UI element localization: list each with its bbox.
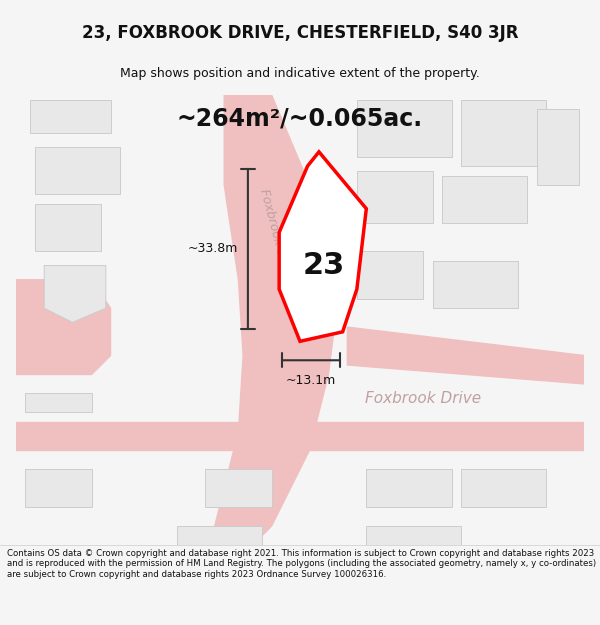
Polygon shape	[357, 100, 452, 157]
Polygon shape	[433, 261, 518, 308]
Polygon shape	[44, 266, 106, 322]
Polygon shape	[205, 469, 272, 507]
Polygon shape	[367, 469, 452, 507]
Text: 23: 23	[302, 251, 345, 280]
Polygon shape	[461, 100, 547, 166]
Polygon shape	[215, 95, 338, 545]
Polygon shape	[35, 147, 120, 194]
Text: Map shows position and indicative extent of the property.: Map shows position and indicative extent…	[120, 66, 480, 79]
Text: Foxbrook Drive: Foxbrook Drive	[365, 391, 481, 406]
Polygon shape	[442, 176, 527, 223]
Polygon shape	[35, 204, 101, 251]
Polygon shape	[347, 327, 584, 384]
Polygon shape	[357, 251, 423, 299]
Polygon shape	[357, 171, 433, 223]
Polygon shape	[367, 526, 461, 545]
Polygon shape	[537, 109, 580, 185]
Polygon shape	[177, 526, 262, 545]
Text: ~33.8m: ~33.8m	[188, 242, 238, 256]
Text: Foxbrook Dri: Foxbrook Dri	[257, 188, 290, 268]
Polygon shape	[461, 469, 547, 507]
Polygon shape	[279, 152, 367, 341]
Text: ~13.1m: ~13.1m	[286, 374, 336, 388]
Polygon shape	[25, 393, 92, 412]
Text: Contains OS data © Crown copyright and database right 2021. This information is : Contains OS data © Crown copyright and d…	[7, 549, 596, 579]
Polygon shape	[16, 280, 110, 374]
Polygon shape	[30, 100, 110, 133]
Polygon shape	[16, 422, 584, 450]
Text: ~264m²/~0.065ac.: ~264m²/~0.065ac.	[177, 107, 423, 131]
Text: 23, FOXBROOK DRIVE, CHESTERFIELD, S40 3JR: 23, FOXBROOK DRIVE, CHESTERFIELD, S40 3J…	[82, 24, 518, 42]
Polygon shape	[25, 469, 92, 507]
